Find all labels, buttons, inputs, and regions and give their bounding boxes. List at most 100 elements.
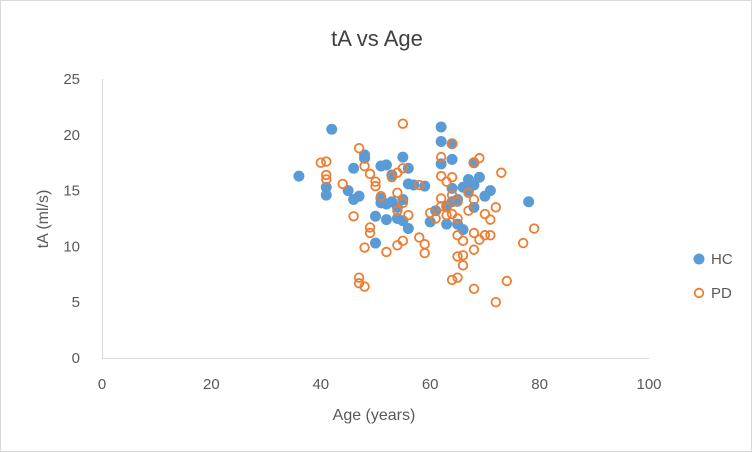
data-point-hc [484, 185, 496, 197]
data-point-pd [321, 169, 332, 181]
data-point-pd [463, 205, 474, 216]
data-point-pd [490, 202, 502, 213]
data-point-pd [468, 227, 480, 239]
data-point-hc [353, 190, 365, 202]
data-point-pd [392, 187, 403, 199]
data-point-hc [380, 159, 392, 171]
data-point-pd [419, 247, 430, 259]
data-point-pd [353, 142, 365, 154]
x-axis-title: Age (years) [333, 407, 416, 424]
data-point-pd [370, 180, 381, 192]
legend: HC PD [693, 251, 733, 302]
data-point-pd [452, 230, 463, 241]
data-points [293, 118, 540, 308]
data-point-pd [446, 189, 458, 201]
data-point-pd [435, 201, 447, 212]
x-tick-label: 20 [203, 376, 220, 393]
data-point-hc [370, 237, 381, 249]
data-point-pd [321, 174, 332, 185]
data-point-hc [468, 179, 480, 191]
data-point-hc [523, 196, 535, 208]
data-point-pd [397, 235, 409, 247]
data-point-hc [370, 210, 381, 222]
data-point-pd [375, 190, 387, 202]
data-point-pd [359, 281, 370, 292]
legend-marker-hc [693, 253, 705, 265]
data-point-pd [348, 211, 359, 222]
series-hc [293, 121, 535, 249]
data-point-pd [452, 196, 463, 207]
data-point-pd [364, 227, 376, 239]
data-point-hc [468, 201, 480, 213]
data-point-pd [452, 272, 463, 283]
y-tick-label: 15 [63, 183, 80, 200]
data-point-hc [446, 153, 458, 165]
data-point-hc [457, 224, 469, 236]
data-point-pd [457, 235, 469, 247]
data-point-hc [435, 121, 447, 133]
data-point-pd [468, 283, 480, 295]
data-point-pd [435, 151, 447, 163]
data-point-pd [485, 230, 496, 241]
data-point-pd [446, 274, 458, 286]
chart-title: tA vs Age [331, 26, 423, 51]
data-point-pd [452, 213, 463, 224]
data-point-hc [326, 123, 338, 135]
data-point-pd [419, 238, 430, 250]
data-point-hc [380, 214, 392, 226]
y-tick-label: 20 [63, 127, 80, 144]
data-point-pd [353, 272, 365, 283]
x-tick-label: 0 [98, 376, 106, 393]
data-point-pd [446, 138, 458, 149]
data-point-pd [528, 223, 540, 234]
data-point-pd [414, 232, 425, 243]
x-tick-labels: 0 20 40 60 80 100 [98, 376, 662, 393]
data-point-pd [430, 213, 441, 224]
data-point-hc [473, 171, 485, 183]
y-tick-label: 10 [63, 238, 80, 255]
y-axis-title: tA (ml/s) [35, 190, 52, 249]
data-point-pd [463, 187, 474, 199]
data-point-pd [414, 179, 425, 191]
y-tick-label: 25 [63, 71, 80, 88]
data-point-pd [479, 230, 491, 241]
plot-axes [102, 79, 649, 359]
data-point-pd [441, 209, 452, 221]
x-tick-label: 80 [531, 376, 548, 393]
data-point-pd [457, 260, 469, 271]
data-point-pd [364, 222, 376, 233]
data-point-hc [359, 152, 371, 164]
data-point-pd [397, 197, 409, 209]
data-point-pd [370, 176, 381, 187]
data-point-pd [337, 178, 348, 190]
data-point-pd [397, 118, 409, 129]
data-point-pd [392, 205, 403, 216]
series-pd [315, 118, 540, 308]
data-point-hc [397, 151, 409, 163]
data-point-pd [446, 172, 458, 183]
legend-item-hc: HC [693, 251, 733, 268]
data-point-pd [490, 297, 502, 308]
y-tick-labels: 0 5 10 15 20 25 [63, 71, 80, 367]
data-point-pd [474, 153, 485, 164]
legend-item-pd: PD [693, 285, 732, 302]
data-point-pd [479, 208, 491, 220]
data-point-pd [435, 170, 447, 182]
data-point-pd [403, 209, 414, 221]
data-point-pd [457, 250, 469, 261]
data-point-hc [435, 135, 447, 147]
data-point-pd [321, 156, 332, 167]
data-point-hc [402, 223, 414, 235]
data-point-pd [496, 167, 507, 178]
data-point-pd [517, 237, 529, 249]
data-point-pd [359, 160, 370, 172]
data-point-pd [452, 251, 463, 262]
data-point-pd [397, 163, 409, 174]
x-tick-label: 60 [422, 376, 439, 393]
data-point-hc [320, 189, 332, 201]
y-tick-label: 0 [72, 350, 80, 367]
data-point-pd [501, 275, 512, 287]
data-point-hc [348, 162, 360, 174]
